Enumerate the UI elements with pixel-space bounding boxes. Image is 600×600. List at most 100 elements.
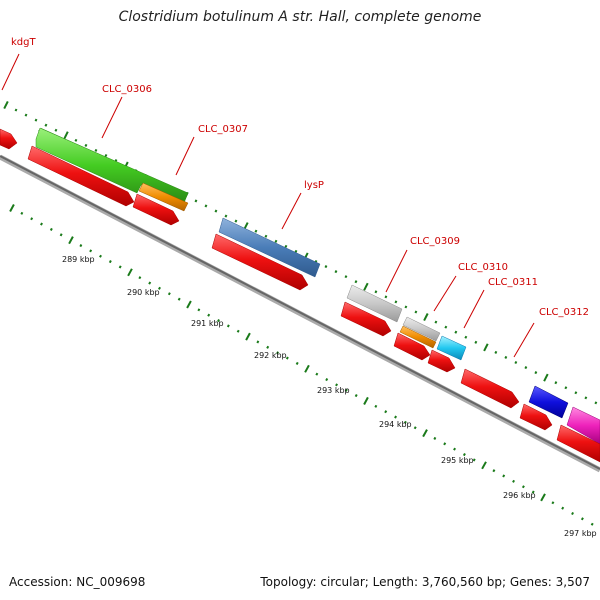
- inner-tick: [40, 222, 43, 226]
- inner-tick-ring: [9, 204, 594, 526]
- inner-tick: [226, 324, 230, 328]
- outer-tick: [44, 123, 48, 127]
- cds-arrow-1[interactable]: [0, 128, 18, 150]
- outer-tick: [483, 343, 489, 352]
- outer-tick: [454, 330, 458, 334]
- inner-tick: [256, 340, 260, 344]
- outer-tick: [434, 320, 438, 324]
- gene-CLC_0307[interactable]: [138, 182, 189, 212]
- outer-tick: [34, 118, 38, 122]
- inner-tick: [217, 319, 220, 323]
- gene-CLC_0310[interactable]: [399, 325, 437, 349]
- inner-tick: [354, 394, 358, 398]
- gene-CLC_0309[interactable]: [346, 284, 403, 323]
- outer-tick: [444, 325, 448, 329]
- outer-tick: [594, 401, 598, 405]
- inner-tick: [118, 265, 122, 269]
- genome-backbone: [0, 154, 600, 473]
- gene-label-lysP: lysP: [304, 180, 324, 191]
- inner-tick: [167, 292, 171, 296]
- outer-tick: [344, 275, 348, 279]
- inner-tick: [433, 436, 437, 440]
- cds-arrow-10[interactable]: [556, 424, 600, 463]
- kbp-label-296: 296 kbp: [503, 491, 536, 500]
- inner-tick: [108, 260, 112, 264]
- outer-tick: [284, 244, 288, 248]
- inner-tick: [580, 517, 584, 521]
- gene-label-CLC_0311: CLC_0311: [488, 277, 538, 288]
- inner-tick: [148, 281, 152, 285]
- inner-tick: [551, 501, 555, 505]
- kbp-labels: 289 kbp 290 kbp 291 kbp 292 kbp 293 kbp …: [62, 255, 597, 538]
- outer-tick: [234, 219, 238, 223]
- kbp-label-290: 290 kbp: [127, 288, 160, 297]
- gene-CLC_0312[interactable]: [528, 385, 569, 419]
- inner-tick: [325, 378, 329, 382]
- inner-tick: [512, 479, 515, 483]
- kbp-label-293: 293 kbp: [317, 386, 350, 395]
- gene-label-CLC_0306: CLC_0306: [102, 84, 152, 95]
- outer-tick: [74, 138, 78, 142]
- outer-tick: [194, 199, 198, 203]
- inner-tick: [295, 361, 299, 365]
- outer-tick: [574, 391, 578, 395]
- outer-tick: [214, 209, 218, 213]
- inner-tick: [89, 249, 93, 253]
- inner-tick: [20, 211, 24, 215]
- gene-labels: kdgT CLC_0306 CLC_0307 lysP CLC_0309 CLC…: [11, 37, 589, 318]
- inner-tick: [197, 308, 201, 312]
- inner-tick: [571, 511, 574, 516]
- inner-tick: [443, 442, 447, 446]
- outer-tick: [414, 310, 418, 314]
- outer-tick: [224, 214, 228, 218]
- gene-label-CLC_0307: CLC_0307: [198, 124, 248, 135]
- outer-tick: [504, 355, 508, 359]
- inner-tick: [363, 396, 369, 405]
- outer-tick: [474, 340, 478, 344]
- outer-tick: [514, 360, 518, 365]
- inner-tick: [177, 297, 181, 301]
- cds-arrow-4[interactable]: [211, 233, 309, 291]
- inner-tick: [540, 493, 546, 502]
- accession-label: Accession: NC_009698: [9, 575, 146, 589]
- inner-tick: [315, 372, 319, 376]
- outer-tick: [354, 280, 358, 284]
- inner-tick: [384, 410, 388, 414]
- cds-arrow-2[interactable]: [27, 145, 135, 207]
- outer-tick: [14, 108, 18, 112]
- gene-pink-edge[interactable]: [566, 406, 600, 445]
- gene-CLC_0310-gray[interactable]: [402, 316, 441, 342]
- cds-arrow-9[interactable]: [519, 403, 553, 431]
- inner-tick: [9, 204, 15, 212]
- outer-tick: [334, 270, 338, 274]
- outer-tick: [524, 366, 528, 370]
- outer-tick: [94, 148, 98, 152]
- kbp-label-294: 294 kbp: [379, 420, 412, 429]
- inner-tick: [127, 268, 133, 277]
- outer-tick: [494, 350, 498, 354]
- cds-arrow-6[interactable]: [393, 332, 431, 361]
- cds-arrow-8[interactable]: [460, 368, 520, 409]
- kbp-label-289: 289 kbp: [62, 255, 95, 264]
- inner-tick: [492, 469, 496, 473]
- cds-arrow-5[interactable]: [340, 301, 392, 337]
- inner-tick: [561, 506, 565, 510]
- cds-arrow-3[interactable]: [132, 193, 180, 226]
- inner-tick: [158, 286, 161, 290]
- outer-tick: [54, 128, 58, 132]
- inner-tick: [394, 415, 397, 419]
- inner-tick: [207, 313, 211, 317]
- gene-CLC_0311[interactable]: [436, 335, 467, 361]
- gene-lysP[interactable]: [218, 217, 321, 278]
- kbp-label-291: 291 kbp: [191, 319, 224, 328]
- outer-tick: [464, 335, 468, 339]
- inner-tick: [266, 345, 270, 349]
- outer-tick: [404, 305, 408, 309]
- inner-tick: [590, 522, 594, 526]
- inner-tick: [30, 217, 34, 221]
- inner-tick: [335, 383, 338, 387]
- inner-tick: [285, 356, 289, 360]
- outer-tick: [374, 290, 378, 294]
- genome-summary: Topology: circular; Length: 3,760,560 bp…: [260, 575, 590, 589]
- cds-arrow-7[interactable]: [427, 349, 456, 373]
